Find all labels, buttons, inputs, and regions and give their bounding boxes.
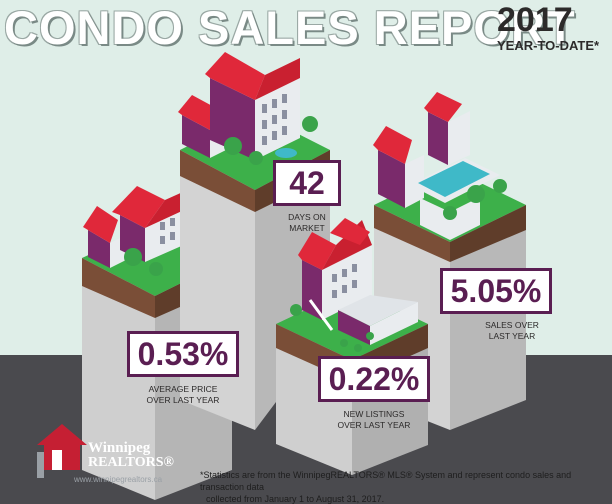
logo-name-line1: Winnipeg — [88, 440, 151, 456]
stat-average-price-value: 0.53% — [127, 331, 239, 377]
column-sales — [373, 92, 526, 430]
stat-new-listings-value: 0.22% — [318, 356, 430, 402]
logo-name-line2: REALTORS® — [88, 455, 174, 470]
stat-sales-label-line1: SALES OVER — [485, 320, 539, 330]
footnote-line1: *Statistics are from the WinnipegREALTOR… — [200, 470, 572, 492]
stat-days-on-market-label-line2: MARKET — [289, 223, 325, 233]
logo-url[interactable]: www.winnipegrealtors.ca — [74, 475, 163, 484]
footnote-line2: collected from January 1 to August 31, 2… — [206, 494, 385, 504]
stat-average-price-label-line2: OVER LAST YEAR — [146, 395, 220, 405]
stat-days-on-market-label-line1: DAYS ON — [288, 212, 326, 222]
stat-average-price-label-line1: AVERAGE PRICE — [148, 384, 218, 394]
report-year: 2017 — [497, 1, 573, 39]
footnote: *Statistics are from the WinnipegREALTOR… — [200, 469, 604, 504]
stat-new-listings-label-line1: NEW LISTINGS — [343, 409, 405, 419]
stat-days-on-market-value: 42 — [273, 160, 341, 206]
stat-sales-label-line2: LAST YEAR — [488, 331, 536, 341]
report-subtitle: YEAR-TO-DATE* — [497, 38, 600, 53]
stat-average-price-label: AVERAGE PRICE OVER LAST YEAR — [118, 384, 248, 406]
stat-new-listings-label: NEW LISTINGS OVER LAST YEAR — [312, 409, 436, 431]
realtors-logo — [37, 424, 87, 478]
stat-days-on-market-label: DAYS ON MARKET — [262, 212, 352, 234]
stat-sales-value: 5.05% — [440, 268, 552, 314]
report-title: CONDO SALES REPORT — [4, 1, 576, 54]
stat-new-listings-label-line2: OVER LAST YEAR — [337, 420, 411, 430]
stat-sales-label: SALES OVER LAST YEAR — [472, 320, 552, 342]
